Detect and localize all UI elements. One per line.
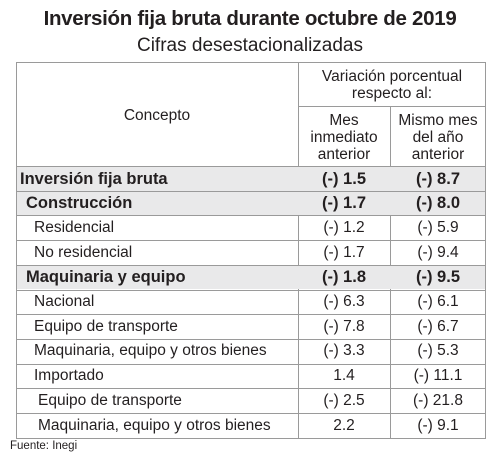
row-label: Equipo de transporte [38,391,182,409]
header-col1-line3: anterior [317,146,371,163]
row-value-prev-month: (-) 3.3 [323,342,365,360]
row-value-prev-month: 1.4 [333,367,355,385]
row-label: Nacional [34,293,95,310]
header-variation-line2: respecto al: [351,85,433,102]
row-label: Residencial [34,218,115,236]
row-label: Equipo de transporte [34,317,178,335]
row-value-prev-month: 2.2 [333,416,355,434]
divider [298,62,299,438]
table-subtitle: Cifras desestacionalizadas [136,35,363,56]
row-value-prev-month: (-) 1.5 [321,169,366,188]
divider [298,106,486,107]
row-value-prev-month: (-) 7.8 [323,317,365,335]
row-divider [16,413,486,414]
row-value-prev-month: (-) 1.7 [323,243,365,261]
header-col1-line1: Mes [329,112,359,129]
row-value-prev-year: (-) 11.1 [413,367,463,385]
header-col2-line1: Mismo mes [398,112,478,129]
row-value-prev-year: (-) 9.5 [415,268,460,287]
row-label: Importado [34,367,104,385]
row-value-prev-year: (-) 8.0 [415,194,460,213]
row-highlight [17,190,485,216]
row-divider [16,338,486,340]
row-divider [16,289,486,291]
source-note: Fuente: Inegi [10,440,78,452]
row-divider [16,215,486,217]
row-value-prev-month: (-) 1.7 [321,194,366,213]
row-label: Construcción [26,194,133,213]
row-divider [16,190,486,192]
row-label: Maquinaria, equipo y otros bienes [38,416,271,434]
row-value-prev-year: (-) 8.7 [415,169,460,188]
row-value-prev-month: (-) 1.8 [321,268,366,287]
row-divider [16,388,486,390]
row-divider [16,166,486,167]
row-highlight [17,264,485,290]
divider [16,62,17,438]
row-value-prev-year: (-) 5.9 [417,218,459,236]
header-col2-line2: del año [412,129,464,146]
row-value-prev-year: (-) 9.1 [417,416,459,434]
row-value-prev-year: (-) 6.7 [417,317,459,335]
row-value-prev-month: (-) 6.3 [323,293,365,310]
row-label: Maquinaria y equipo [26,268,186,287]
row-divider [16,314,486,316]
row-value-prev-year: (-) 6.1 [417,293,459,310]
row-highlight [17,166,485,191]
header-col1-line2: inmediato [310,129,378,146]
row-label: Inversión fija bruta [20,169,168,188]
row-value-prev-year: (-) 5.3 [417,342,459,360]
row-label: No residencial [34,243,133,261]
row-value-prev-month: (-) 2.5 [323,391,365,409]
header-col2-line3: anterior [411,146,465,163]
row-divider [16,363,486,365]
header-concept: Concepto [123,107,191,124]
divider [16,62,486,63]
row-divider [16,264,486,266]
row-value-prev-year: (-) 21.8 [413,391,463,409]
table-title: Inversión fija bruta durante octubre de … [43,7,457,30]
divider [485,62,486,438]
row-divider [16,240,486,242]
header-variation-line1: Variación porcentual [321,68,463,85]
table-bottom-border [16,437,486,439]
data-table: Concepto Variación porcentual respecto a… [16,62,486,439]
row-value-prev-month: (-) 1.2 [323,218,365,236]
row-label: Maquinaria, equipo y otros bienes [34,342,267,360]
row-value-prev-year: (-) 9.4 [417,243,459,261]
